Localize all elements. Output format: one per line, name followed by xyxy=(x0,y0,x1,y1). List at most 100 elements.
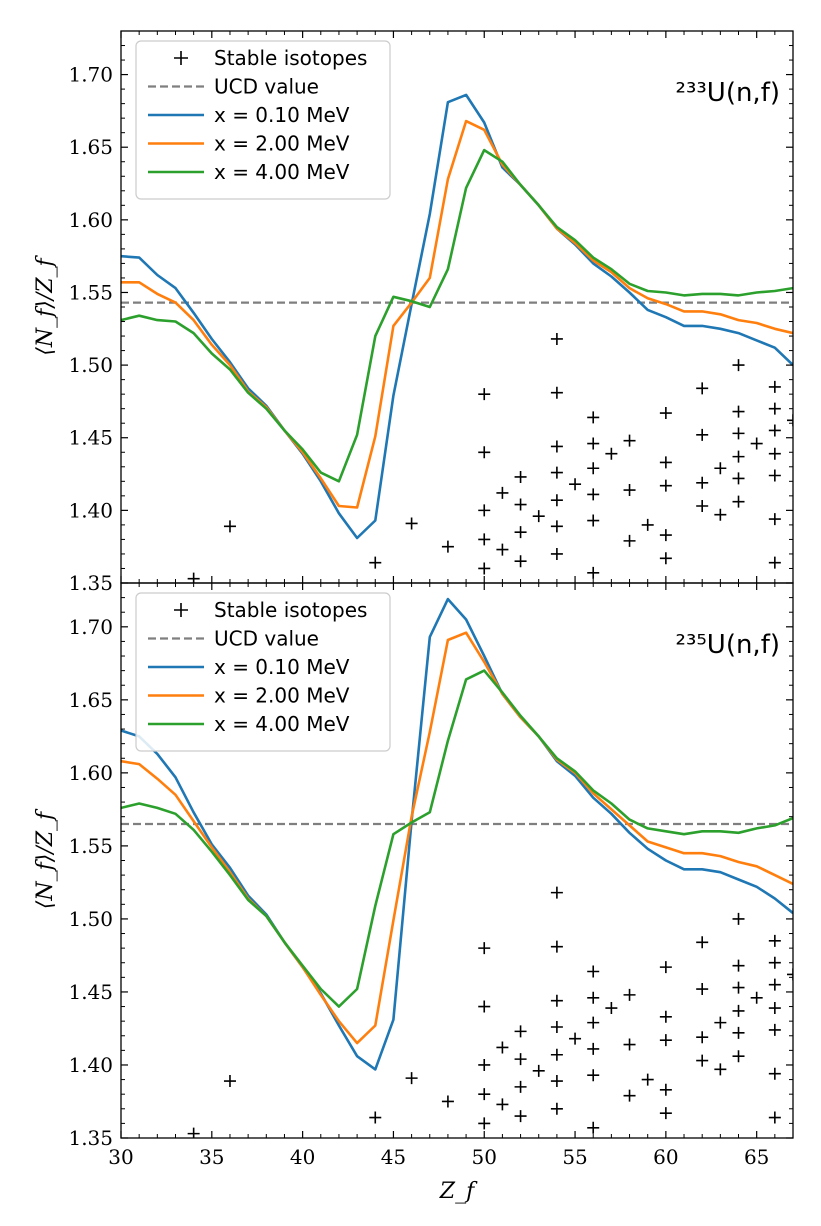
stable-isotope-marker xyxy=(369,1111,382,1124)
stable-isotope-marker xyxy=(478,504,491,517)
stable-isotope-marker xyxy=(696,428,709,441)
stable-isotope-marker xyxy=(514,1053,527,1066)
series-line-3 xyxy=(121,148,793,483)
legend-box xyxy=(135,592,391,752)
stable-isotope-marker xyxy=(623,484,636,497)
stable-isotope-marker xyxy=(768,1023,781,1036)
stable-isotope-marker xyxy=(478,1117,491,1130)
stable-isotope-marker xyxy=(714,508,727,521)
stable-isotope-marker xyxy=(550,1048,563,1061)
stable-isotope-marker xyxy=(587,566,600,579)
stable-isotope-marker xyxy=(587,1069,600,1082)
y-tick-label: 1.60 xyxy=(68,208,113,232)
stable-isotope-marker xyxy=(223,520,236,533)
stable-isotope-marker xyxy=(714,1016,727,1029)
stable-isotope-marker xyxy=(550,1075,563,1088)
stable-isotope-marker xyxy=(478,446,491,459)
stable-isotope-marker xyxy=(587,1016,600,1029)
stable-isotope-marker xyxy=(641,518,654,531)
stable-isotope-marker xyxy=(623,534,636,547)
stable-isotope-marker xyxy=(587,411,600,424)
stable-isotope-marker xyxy=(550,886,563,899)
stable-isotope-marker xyxy=(405,517,418,530)
y-axis-label: ⟨N_f⟩/Z_f xyxy=(33,254,58,355)
x-tick-label: 55 xyxy=(562,1145,587,1169)
stable-isotope-marker xyxy=(550,386,563,399)
stable-isotope-marker xyxy=(732,495,745,508)
y-tick-label: 1.35 xyxy=(68,1126,113,1150)
stable-isotope-marker xyxy=(732,959,745,972)
plot-area xyxy=(121,597,793,1138)
stable-isotope-marker xyxy=(732,1004,745,1017)
stable-isotope-marker xyxy=(496,486,509,499)
legend-isotope-marker xyxy=(174,51,188,65)
stable-isotope-marker xyxy=(514,555,527,568)
stable-isotope-marker xyxy=(550,332,563,345)
stable-isotope-marker xyxy=(732,981,745,994)
stable-isotope-marker xyxy=(659,1083,672,1096)
stable-isotope-marker xyxy=(496,543,509,556)
stable-isotope-marker xyxy=(696,500,709,513)
stable-isotope-marker xyxy=(405,1072,418,1085)
stable-isotope-marker xyxy=(732,359,745,372)
legend-label: Stable isotopes xyxy=(214,598,367,622)
x-tick-label: 45 xyxy=(381,1145,406,1169)
stable-isotope-marker xyxy=(659,552,672,565)
y-tick-label: 1.55 xyxy=(68,834,113,858)
stable-isotope-marker xyxy=(750,437,763,450)
stable-isotope-marker xyxy=(623,434,636,447)
stable-isotope-marker xyxy=(787,968,793,981)
y-tick-label: 1.65 xyxy=(68,135,113,159)
stable-isotope-marker xyxy=(623,988,636,1001)
y-tick-label: 1.70 xyxy=(68,615,113,639)
stable-isotope-marker xyxy=(514,498,527,511)
y-tick-label: 1.45 xyxy=(68,980,113,1004)
legend-label: x = 0.10 MeV xyxy=(214,655,350,679)
stable-isotope-marker xyxy=(623,1089,636,1102)
stable-isotope-marker xyxy=(696,983,709,996)
legend-label: x = 4.00 MeV xyxy=(214,160,350,184)
stable-isotope-marker xyxy=(550,1021,563,1033)
y-tick-label: 1.65 xyxy=(68,688,113,712)
stable-isotope-marker xyxy=(587,514,600,527)
legend-label: UCD value xyxy=(214,627,319,651)
stable-isotope-marker xyxy=(550,940,563,953)
stable-isotope-marker xyxy=(587,1121,600,1134)
stable-isotope-marker xyxy=(787,414,793,427)
stable-isotope-marker xyxy=(587,965,600,978)
stable-isotope-marker xyxy=(768,1111,781,1124)
stable-isotope-marker xyxy=(768,978,781,991)
stable-isotope-marker xyxy=(696,936,709,949)
legend-label: x = 4.00 MeV xyxy=(214,712,350,736)
y-tick-label: 1.50 xyxy=(68,907,113,931)
y-tick-label: 1.35 xyxy=(68,571,113,595)
y-tick-label: 1.45 xyxy=(68,426,113,450)
stable-isotope-marker xyxy=(696,1054,709,1067)
legend-isotope-marker xyxy=(174,603,188,617)
stable-isotope-marker xyxy=(587,1042,600,1055)
y-axis-label: ⟨N_f⟩/Z_f xyxy=(33,808,58,909)
stable-isotope-marker xyxy=(478,533,491,546)
stable-isotope-marker xyxy=(732,1050,745,1063)
stable-isotope-marker xyxy=(714,1063,727,1076)
panel-label: ²³³U(n,f) xyxy=(676,78,780,108)
panel-1: 1.35 1.40 1.45 1.50 1.55 1.60 1.65 1.70 ⟨N_f⟩/Z_… xyxy=(33,30,794,595)
stable-isotope-marker xyxy=(478,562,491,575)
stable-isotope-marker xyxy=(587,462,600,475)
stable-isotope-marker xyxy=(732,912,745,925)
legend-box xyxy=(135,40,391,200)
stable-isotope-marker xyxy=(441,540,454,553)
stable-isotope-marker xyxy=(532,510,545,523)
stable-isotope-marker xyxy=(550,994,563,1007)
y-tick-label: 1.55 xyxy=(68,280,113,304)
plot-area xyxy=(121,93,793,583)
stable-isotope-marker xyxy=(659,961,672,974)
stable-isotope-marker xyxy=(696,476,709,489)
stable-isotope-marker xyxy=(750,991,763,1004)
legend-label: x = 0.10 MeV xyxy=(214,103,350,127)
stable-isotope-marker xyxy=(768,424,781,437)
stable-isotope-marker xyxy=(659,529,672,542)
stable-isotope-marker xyxy=(569,1032,582,1045)
stable-isotope-marker xyxy=(768,1067,781,1080)
x-tick-label: 65 xyxy=(744,1145,769,1169)
